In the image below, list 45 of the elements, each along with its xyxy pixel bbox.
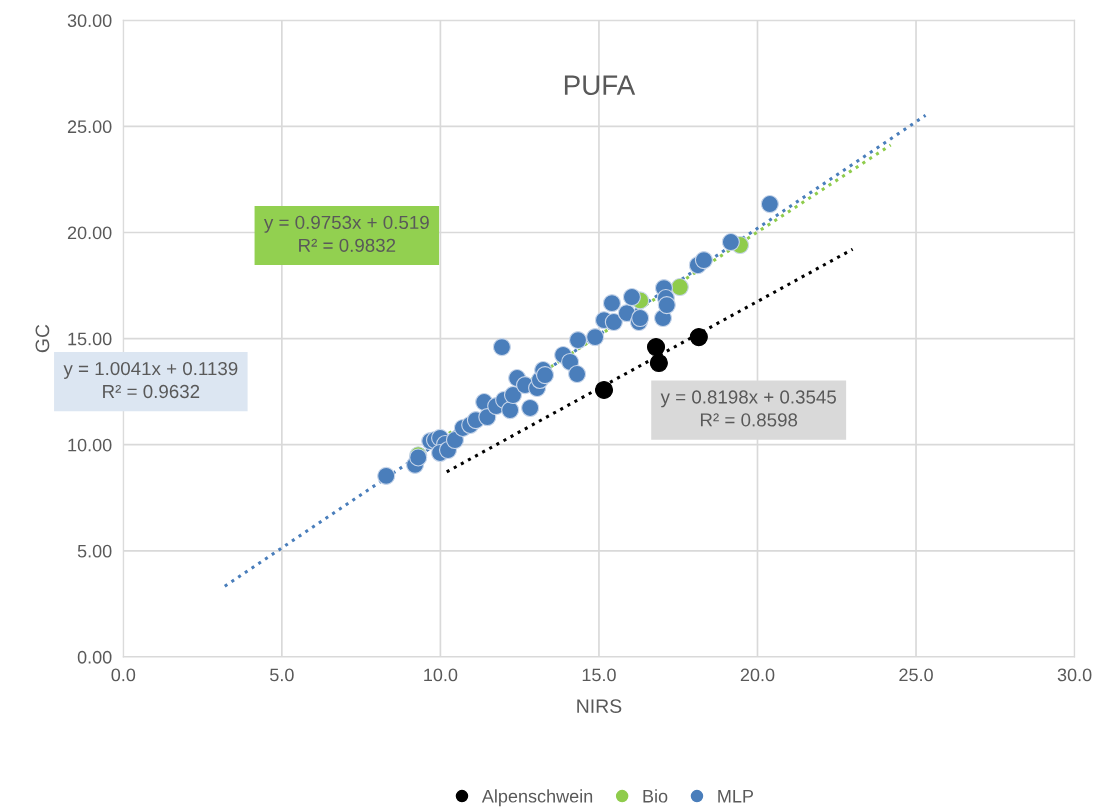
y-tick-label: 25.00 xyxy=(67,120,112,134)
point xyxy=(501,401,520,420)
point xyxy=(492,338,511,357)
y-tick-label: 0.00 xyxy=(77,650,112,664)
x-axis-title: NIRS xyxy=(577,699,622,714)
point xyxy=(646,338,666,357)
y-tick-label: 15.00 xyxy=(68,332,112,346)
legend-label: Bio xyxy=(643,789,668,803)
point xyxy=(568,331,588,350)
x-tick-label: 0.0 xyxy=(111,668,136,682)
x-tick-label: 20.0 xyxy=(740,668,775,682)
text: PUFA xyxy=(564,75,636,95)
y-tick-label: 10.00 xyxy=(68,438,112,452)
point xyxy=(521,398,540,418)
point xyxy=(503,385,523,405)
x-tick-label: 30.0 xyxy=(1057,668,1092,682)
x-tick-label: 5.0 xyxy=(270,668,294,682)
point xyxy=(631,308,650,328)
point xyxy=(689,328,708,347)
point xyxy=(760,195,779,214)
y-tick-label: 20.00 xyxy=(67,226,112,240)
point xyxy=(377,466,396,485)
point xyxy=(594,380,614,400)
x-tick-label: 15.0 xyxy=(582,668,616,682)
y-axis-title: GC xyxy=(35,324,50,353)
point xyxy=(670,277,689,297)
annotation: y = 0.9753x + 0.519 R² = 0.9832 xyxy=(263,215,429,252)
point xyxy=(568,364,587,384)
y-tick-label: 5.00 xyxy=(77,544,112,558)
legend-label: Alpenschwein xyxy=(481,789,593,807)
point xyxy=(622,287,641,307)
legend-label: MLP xyxy=(718,790,754,803)
point xyxy=(604,312,623,332)
point xyxy=(602,294,622,313)
annotation: y = 0.8198x + 0.3545 R² = 0.8598 xyxy=(660,390,836,427)
point xyxy=(586,328,605,347)
annotation: y = 1.0041x + 0.1139 R² = 0.9632 xyxy=(63,361,238,399)
point xyxy=(649,353,668,373)
point xyxy=(657,296,676,315)
x-tick-label: 10.0 xyxy=(424,668,458,682)
x-tick-label: 25.0 xyxy=(899,668,933,682)
point xyxy=(721,232,740,252)
point xyxy=(535,366,555,385)
y-tick-label: 30.00 xyxy=(67,14,112,28)
point xyxy=(694,251,713,270)
